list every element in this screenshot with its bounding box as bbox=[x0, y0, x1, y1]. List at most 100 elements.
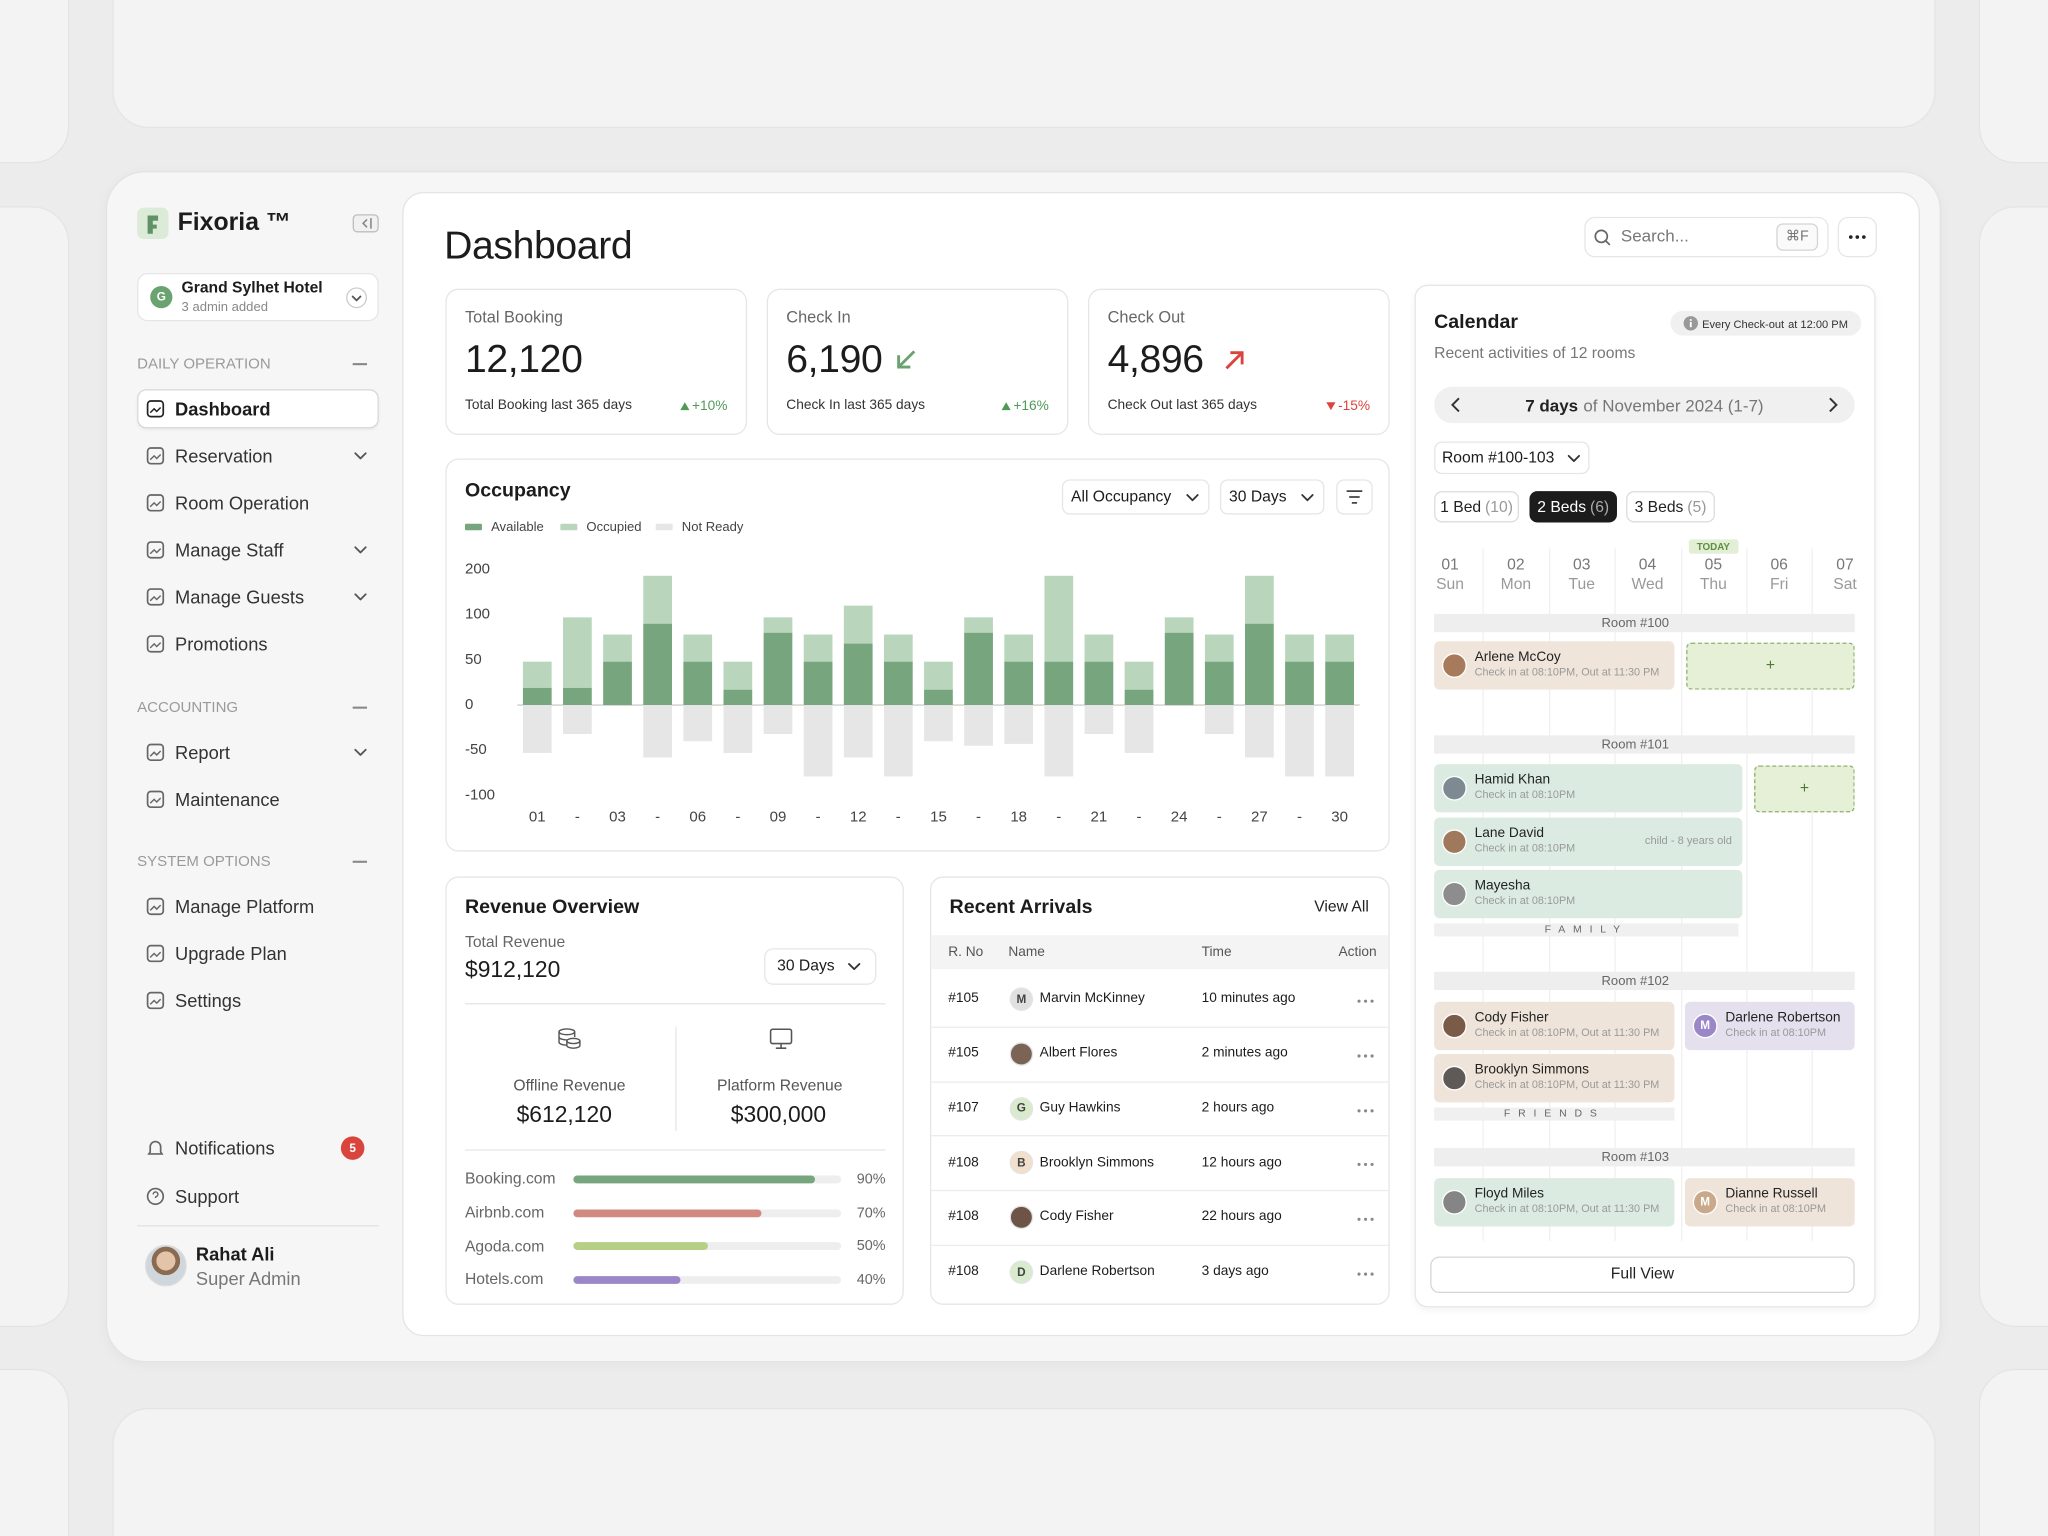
x-tick-label: 27 bbox=[1251, 809, 1268, 826]
arrival-action[interactable] bbox=[1357, 1272, 1374, 1276]
chart-filter[interactable] bbox=[1219, 479, 1325, 515]
week-next[interactable] bbox=[1826, 396, 1839, 414]
hotel-selector[interactable] bbox=[137, 272, 379, 322]
nav-icon-part bbox=[149, 998, 162, 1005]
booking-name: Darlene Robertson bbox=[1725, 1009, 1841, 1025]
nav-icon bbox=[146, 400, 165, 418]
channel-bar bbox=[573, 1175, 815, 1184]
brand-logo-mark bbox=[147, 215, 159, 234]
bed-tab[interactable]: 1 Bed (10) bbox=[1434, 491, 1520, 523]
revenue-period-label: 30 Days bbox=[777, 956, 835, 975]
stat-icon bbox=[1225, 351, 1244, 370]
arrivals-link[interactable]: View All bbox=[1314, 897, 1369, 916]
notifications-label: Notifications bbox=[175, 1137, 275, 1159]
bar-occupied bbox=[1084, 634, 1114, 662]
support-icon bbox=[146, 1187, 165, 1206]
nav-item-hit[interactable] bbox=[137, 981, 379, 1020]
revenue-split-divider bbox=[675, 1026, 677, 1132]
hotel-avatar bbox=[150, 286, 173, 309]
arrival-action[interactable] bbox=[1357, 1054, 1374, 1058]
nav-item-hit[interactable] bbox=[137, 733, 379, 772]
stat-change: +10% bbox=[680, 397, 728, 415]
x-tick-label: 24 bbox=[1171, 809, 1188, 826]
legend-swatch bbox=[464, 523, 482, 531]
more-dots-part bbox=[1855, 235, 1860, 239]
nav-icon bbox=[146, 635, 165, 653]
y-tick-label: -50 bbox=[465, 741, 487, 758]
arrival-action[interactable] bbox=[1357, 999, 1374, 1003]
collapse-button[interactable] bbox=[352, 214, 379, 233]
add-booking[interactable] bbox=[1754, 765, 1855, 813]
channel-value: 90% bbox=[856, 1171, 886, 1188]
chart-filter[interactable] bbox=[1061, 479, 1210, 515]
bed-tab[interactable]: 2 Beds (6) bbox=[1529, 491, 1617, 523]
arrival-time: 22 hours ago bbox=[1201, 1208, 1282, 1225]
bar-not-ready bbox=[1124, 705, 1154, 753]
chart-filter-chevron-part bbox=[1186, 494, 1199, 502]
arrival-action[interactable] bbox=[1357, 1108, 1374, 1112]
arrival-action[interactable] bbox=[1357, 1163, 1374, 1167]
booking-card[interactable] bbox=[1434, 1054, 1675, 1103]
booking-initial: M bbox=[1700, 1018, 1711, 1032]
booking-avatar bbox=[1441, 1013, 1467, 1039]
calendar-note-icon-part bbox=[1690, 321, 1692, 328]
x-tick-label: 18 bbox=[1010, 809, 1027, 826]
column-header: Time bbox=[1201, 943, 1232, 960]
booking-card[interactable] bbox=[1434, 1178, 1675, 1227]
week-range-bold: 7 days bbox=[1525, 395, 1579, 415]
channel-value: 70% bbox=[856, 1204, 886, 1221]
day-name: Tue bbox=[1568, 574, 1595, 593]
offline-icon bbox=[558, 1028, 581, 1049]
y-tick-label: -100 bbox=[465, 786, 495, 803]
booking-card[interactable] bbox=[1434, 1001, 1675, 1051]
room-filter[interactable] bbox=[1434, 441, 1590, 475]
nav-icon-part bbox=[146, 494, 165, 512]
stat-change-value: -15% bbox=[1338, 398, 1371, 415]
arrival-room: #108 bbox=[948, 1263, 979, 1279]
y-tick-label: 100 bbox=[465, 606, 490, 623]
chart-filter-chevron bbox=[1186, 494, 1199, 502]
arrival-avatar bbox=[1009, 1205, 1034, 1230]
y-tick-label: 200 bbox=[465, 560, 490, 577]
stat-value: 4,896 bbox=[1107, 337, 1204, 381]
stat-label: Check Out bbox=[1107, 308, 1185, 327]
stat-change-value: +10% bbox=[692, 398, 728, 415]
arrival-action-part bbox=[1370, 1217, 1374, 1222]
day-name: Mon bbox=[1500, 574, 1532, 593]
bar-not-ready bbox=[683, 705, 713, 742]
booking-initial: M bbox=[1700, 1194, 1711, 1208]
channel-track bbox=[573, 1276, 842, 1285]
platform-icon-part bbox=[775, 1043, 787, 1049]
today-label: TODAY bbox=[1696, 540, 1730, 553]
booking-card[interactable] bbox=[1434, 641, 1675, 690]
support-hit[interactable] bbox=[137, 1179, 379, 1213]
arrival-initial: M bbox=[1016, 992, 1027, 1006]
bar-available bbox=[1124, 689, 1154, 706]
arrival-action-part bbox=[1370, 999, 1374, 1003]
shortcut-key bbox=[1776, 223, 1819, 251]
day-date: 04 bbox=[1638, 555, 1657, 574]
channel-bar bbox=[573, 1276, 681, 1285]
nav-icon-part bbox=[149, 797, 162, 804]
arrival-avatar bbox=[1009, 1151, 1034, 1175]
room-header bbox=[1434, 971, 1855, 991]
booking-card[interactable] bbox=[1434, 869, 1743, 919]
nav-icon-part bbox=[146, 588, 165, 606]
booking-avatar bbox=[1441, 829, 1467, 855]
notifications-icon-part bbox=[147, 1140, 164, 1155]
booking-avatar bbox=[1692, 1013, 1718, 1039]
add-booking[interactable] bbox=[1686, 642, 1855, 690]
x-tick-label: 09 bbox=[770, 809, 787, 826]
arrival-action[interactable] bbox=[1357, 1217, 1374, 1222]
revenue-card bbox=[445, 876, 904, 1305]
search-icon bbox=[1594, 229, 1611, 246]
bed-tab[interactable]: 3 Beds (5) bbox=[1626, 491, 1715, 523]
booking-card[interactable] bbox=[1434, 817, 1743, 866]
full-view-button[interactable] bbox=[1430, 1256, 1855, 1294]
section-title: DAILY OPERATION bbox=[137, 355, 271, 372]
sidebar-divider bbox=[137, 1225, 379, 1227]
booking-card[interactable] bbox=[1434, 764, 1743, 813]
week-prev[interactable] bbox=[1450, 396, 1463, 414]
stat-label: Check In bbox=[786, 308, 851, 327]
